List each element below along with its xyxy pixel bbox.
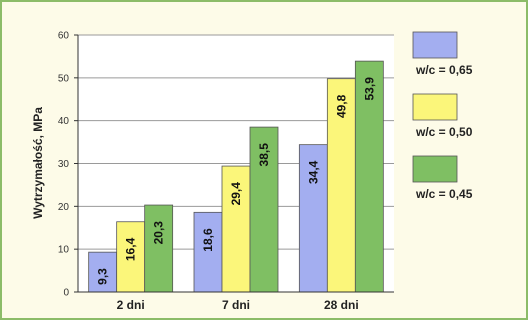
x-category-label: 28 dni bbox=[324, 298, 359, 312]
y-tick-label: 10 bbox=[58, 245, 70, 256]
bar bbox=[354, 60, 384, 293]
bar bbox=[144, 204, 174, 293]
legend-swatch bbox=[412, 93, 458, 121]
bar-value-label: 9,3 bbox=[96, 268, 110, 285]
y-tick-label: 0 bbox=[63, 288, 69, 299]
bar-value-label: 16,4 bbox=[124, 237, 138, 261]
y-tick-label: 30 bbox=[58, 159, 70, 170]
y-tick-label: 60 bbox=[58, 31, 70, 42]
x-category-label: 2 dni bbox=[117, 298, 145, 312]
bar bbox=[326, 78, 356, 293]
bar-value-label: 34,4 bbox=[306, 160, 320, 184]
y-tick-label: 40 bbox=[58, 116, 70, 127]
legend-swatch bbox=[412, 31, 458, 59]
bar-value-label: 49,8 bbox=[334, 94, 348, 118]
bar-value-label: 18,6 bbox=[201, 228, 215, 252]
bar bbox=[298, 144, 328, 293]
x-category-label: 7 dni bbox=[222, 298, 250, 312]
y-axis-label: Wytrzymałość, MPa bbox=[31, 107, 45, 219]
bar-value-label: 29,4 bbox=[229, 182, 243, 206]
legend-label: w/c = 0,50 bbox=[415, 125, 473, 139]
bar-value-label: 20,3 bbox=[152, 221, 166, 245]
bar-value-label: 38,5 bbox=[257, 143, 271, 167]
bar-value-label: 53,9 bbox=[362, 77, 376, 101]
y-tick-label: 50 bbox=[58, 73, 70, 84]
legend-label: w/c = 0,45 bbox=[415, 187, 473, 201]
y-tick-label: 20 bbox=[58, 202, 70, 213]
legend-swatch bbox=[412, 155, 458, 183]
legend-label: w/c = 0,65 bbox=[415, 63, 473, 77]
